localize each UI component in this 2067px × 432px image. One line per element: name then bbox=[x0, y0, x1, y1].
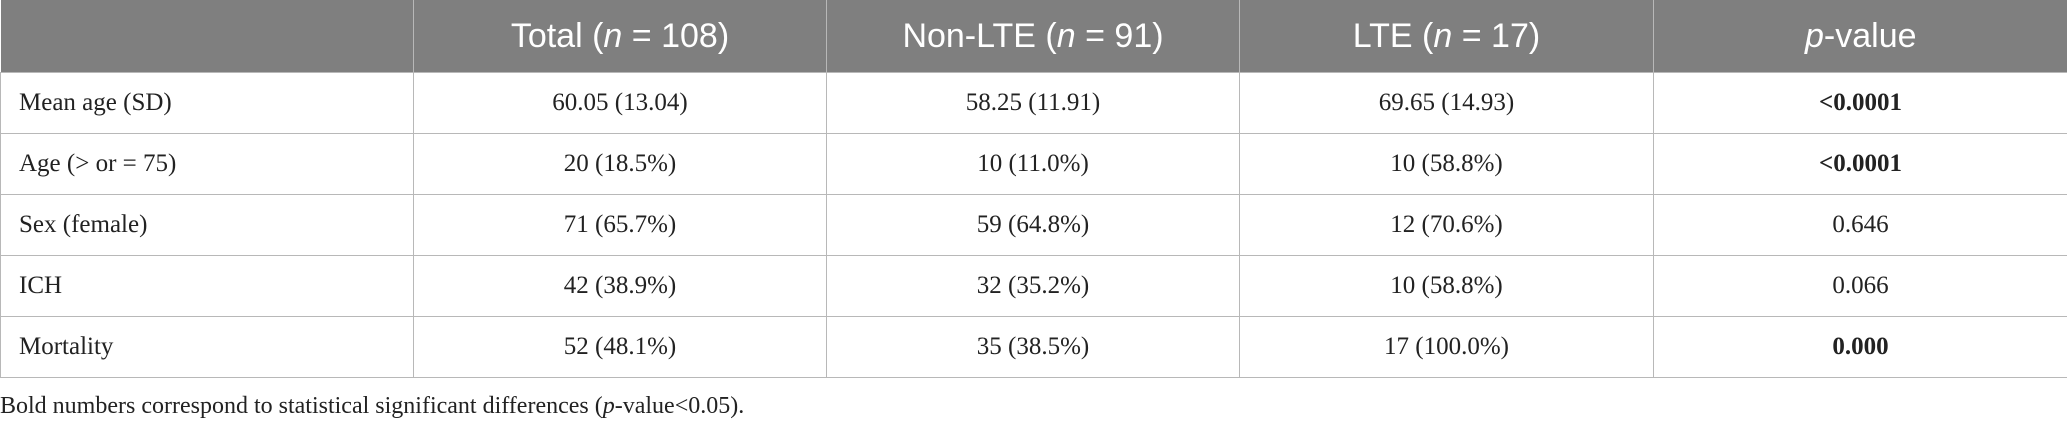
table-cell: 12 (70.6%) bbox=[1239, 194, 1654, 256]
text-run: p bbox=[1804, 16, 1824, 55]
row-label: Mortality bbox=[0, 316, 414, 378]
table-cell: 10 (11.0%) bbox=[826, 133, 1240, 195]
column-header: LTE (n = 17) bbox=[1239, 0, 1654, 73]
table-cell: 60.05 (13.04) bbox=[413, 72, 827, 134]
column-header: Non-LTE (n = 91) bbox=[826, 0, 1240, 73]
data-table: Total (n = 108) Non-LTE (n = 91) LTE (n = … bbox=[0, 0, 2067, 378]
text-run: n bbox=[1433, 16, 1453, 55]
table-row: ICH 42 (38.9%) 32 (35.2%) 10 (58.8%) 0.066 bbox=[0, 255, 2067, 317]
text-run: p bbox=[602, 393, 615, 419]
text-run: Bold numbers correspond to statistical s… bbox=[0, 393, 603, 419]
text-run: LTE ( bbox=[1352, 16, 1434, 55]
p-value-cell: 0.646 bbox=[1653, 194, 2067, 256]
footnote: Bold numbers correspond to statistical s… bbox=[0, 393, 744, 420]
table-body: Mean age (SD) 60.05 (13.04) 58.25 (11.91) 6… bbox=[0, 72, 2067, 378]
column-header: Total (n = 108) bbox=[413, 0, 827, 73]
text-run: = 108) bbox=[622, 16, 730, 55]
table-cell: 71 (65.7%) bbox=[413, 194, 827, 256]
table-cell: 52 (48.1%) bbox=[413, 316, 827, 378]
text-run: -value bbox=[1823, 16, 1917, 55]
table-cell: 10 (58.8%) bbox=[1239, 133, 1654, 195]
table-cell: 58.25 (11.91) bbox=[826, 72, 1240, 134]
text-run: n bbox=[1056, 16, 1076, 55]
text-run: Non-LTE ( bbox=[902, 16, 1057, 55]
table-cell: 59 (64.8%) bbox=[826, 194, 1240, 256]
table-cell: 17 (100.0%) bbox=[1239, 316, 1654, 378]
table-cell: 20 (18.5%) bbox=[413, 133, 827, 195]
row-label: ICH bbox=[0, 255, 414, 317]
table-row: Age (> or = 75) 20 (18.5%) 10 (11.0%) 10 (5… bbox=[0, 133, 2067, 195]
table-row: Sex (female) 71 (65.7%) 59 (64.8%) 12 (70.6… bbox=[0, 194, 2067, 256]
p-value-cell: 0.066 bbox=[1653, 255, 2067, 317]
row-label: Age (> or = 75) bbox=[0, 133, 414, 195]
header-row: Total (n = 108) Non-LTE (n = 91) LTE (n = … bbox=[0, 0, 2067, 73]
table-cell: 32 (35.2%) bbox=[826, 255, 1240, 317]
table-row: Mortality 52 (48.1%) 35 (38.5%) 17 (100.0%)… bbox=[0, 316, 2067, 378]
p-value-cell: <0.0001 bbox=[1653, 133, 2067, 195]
text-run: Total ( bbox=[510, 16, 604, 55]
text-run: = 91) bbox=[1075, 16, 1164, 55]
table-row: Mean age (SD) 60.05 (13.04) 58.25 (11.91) 6… bbox=[0, 72, 2067, 134]
column-header bbox=[0, 0, 414, 73]
table-cell: 69.65 (14.93) bbox=[1239, 72, 1654, 134]
row-label: Mean age (SD) bbox=[0, 72, 414, 134]
text-run: n bbox=[603, 16, 623, 55]
text-run: = 17) bbox=[1452, 16, 1541, 55]
row-label: Sex (female) bbox=[0, 194, 414, 256]
column-header: p-value bbox=[1653, 0, 2067, 73]
p-value-cell: <0.0001 bbox=[1653, 72, 2067, 134]
table-cell: 42 (38.9%) bbox=[413, 255, 827, 317]
p-value-cell: 0.000 bbox=[1653, 316, 2067, 378]
table-cell: 35 (38.5%) bbox=[826, 316, 1240, 378]
text-run: -value<0.05). bbox=[614, 393, 745, 419]
table-cell: 10 (58.8%) bbox=[1239, 255, 1654, 317]
